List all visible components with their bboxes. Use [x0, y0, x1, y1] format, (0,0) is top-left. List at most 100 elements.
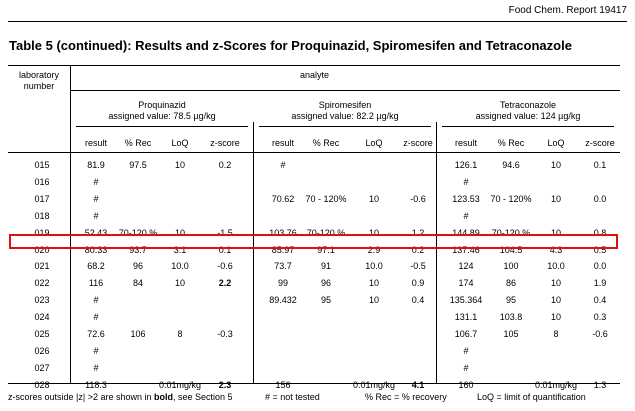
column-header: LoQ	[171, 138, 189, 148]
column-header: z-score	[585, 138, 615, 148]
table-cell: 135.364	[449, 295, 483, 306]
lab-number: 021	[34, 261, 50, 272]
table-cell: 10.0	[547, 261, 565, 272]
table-cell: -1.5	[217, 227, 233, 238]
report-id: Food Chem. Report 19417	[508, 5, 627, 16]
column-header: % Rec	[312, 138, 340, 148]
table-cell: 123.53	[452, 193, 480, 204]
table-cell: 0.9	[411, 278, 425, 289]
table-cell: 2.9	[367, 244, 381, 255]
lab-number: 023	[34, 295, 50, 306]
compound-rule	[76, 126, 248, 127]
table-cell: 1.3	[593, 379, 607, 390]
table-cell: 0.2	[218, 160, 232, 170]
table-cell: 160	[458, 379, 474, 390]
table-cell: 8	[177, 329, 183, 339]
table-cell: 0.4	[411, 295, 425, 306]
table-cell: 126.1	[454, 160, 478, 170]
lab-number: 028	[34, 379, 50, 390]
footer-not-tested: # = not tested	[265, 392, 320, 402]
table-cell: 0.01mg/kg	[352, 379, 396, 390]
lab-number: 019	[34, 227, 50, 238]
table-cell: #	[463, 362, 469, 373]
table-cell: #	[93, 362, 99, 373]
table-cell: 70-120 %	[306, 227, 346, 238]
assigned-value: assigned value: 82.2 µg/kg	[291, 111, 399, 121]
table-cell: 0.8	[593, 227, 607, 238]
analyte-header: analyte	[300, 70, 330, 80]
table-cell: #	[463, 176, 469, 187]
table-cell: 4.3	[549, 244, 563, 255]
table-cell: 106	[130, 329, 146, 339]
table-cell: 124	[458, 261, 474, 272]
table-cell: 93.7	[129, 244, 147, 255]
table-bottom-rule	[8, 383, 620, 384]
lab-number: 018	[34, 210, 50, 221]
table-cell: -0.5	[410, 261, 426, 272]
table-cell: 96	[132, 261, 143, 272]
table-cell: 10	[174, 227, 185, 238]
lab-number: 016	[34, 176, 50, 187]
compound-rule	[259, 126, 431, 127]
table-cell: 10	[174, 160, 185, 170]
table-cell: #	[93, 295, 99, 306]
table-cell: 0.1	[593, 160, 607, 170]
table-cell: 118.3	[85, 379, 107, 390]
table-cell: 106.7	[454, 329, 478, 339]
group-divider	[436, 122, 437, 383]
table-cell: 1.2	[411, 227, 425, 238]
table-cell: 10.0	[171, 261, 189, 272]
table-cell: 131.1	[454, 312, 478, 323]
table-cell: 104.5	[499, 244, 523, 255]
column-header: result	[84, 138, 107, 148]
footer-loq: LoQ = limit of quantification	[477, 392, 586, 402]
table-cell: 70 - 120%	[305, 193, 347, 204]
assigned-value: assigned value: 124 µg/kg	[475, 111, 581, 121]
table-cell: 10	[174, 278, 185, 289]
table-cell: 52.43	[84, 227, 108, 238]
lab-column-divider	[70, 65, 71, 383]
table-cell: 89.432	[269, 295, 297, 306]
table-cell: 10	[550, 312, 561, 323]
table-cell: 97.5	[129, 160, 147, 170]
column-header: result	[454, 138, 477, 148]
lab-number: 025	[34, 329, 50, 339]
column-header: z-score	[403, 138, 433, 148]
table-cell: 0.0	[593, 193, 607, 204]
table-cell: 156	[275, 379, 291, 390]
table-cell: 2.2	[218, 278, 232, 289]
table-top-rule	[8, 65, 620, 66]
table-cell: 91	[320, 261, 331, 272]
table-cell: #	[280, 160, 286, 170]
lab-number: 024	[34, 312, 50, 323]
table-cell: 8	[553, 329, 559, 339]
table-cell: -0.6	[410, 193, 426, 204]
group-divider	[253, 122, 254, 383]
table-cell: 0.3	[593, 312, 607, 323]
table-cell: 95	[505, 295, 516, 306]
top-rule	[8, 21, 627, 22]
table-cell: 10	[550, 278, 561, 289]
table-cell: 94.6	[502, 160, 520, 170]
table-cell: 85.97	[271, 244, 295, 255]
table-cell: 10	[368, 278, 379, 289]
table-cell: 10	[368, 227, 379, 238]
table-cell: #	[93, 193, 99, 204]
table-cell: 137.46	[452, 244, 480, 255]
column-header: % Rec	[497, 138, 525, 148]
table-cell: 10.0	[365, 261, 383, 272]
compound-header-proquinazid: Proquinazid assigned value: 78.5 µg/kg	[70, 100, 254, 122]
table-cell: 80.33	[84, 244, 108, 255]
lab-number: 015	[34, 160, 50, 170]
compound-header-tetraconazole: Tetraconazole assigned value: 124 µg/kg	[436, 100, 620, 122]
table-cell: #	[93, 345, 99, 356]
table-cell: 1.9	[593, 278, 607, 289]
column-header: LoQ	[547, 138, 565, 148]
table-cell: 0.5	[593, 244, 607, 255]
column-header: LoQ	[365, 138, 383, 148]
table-cell: 103.76	[269, 227, 297, 238]
table-cell: 174	[458, 278, 474, 289]
compound-rule	[442, 126, 614, 127]
table-cell: 2.3	[218, 379, 232, 390]
compound-header-spiromesifen: Spiromesifen assigned value: 82.2 µg/kg	[253, 100, 437, 122]
